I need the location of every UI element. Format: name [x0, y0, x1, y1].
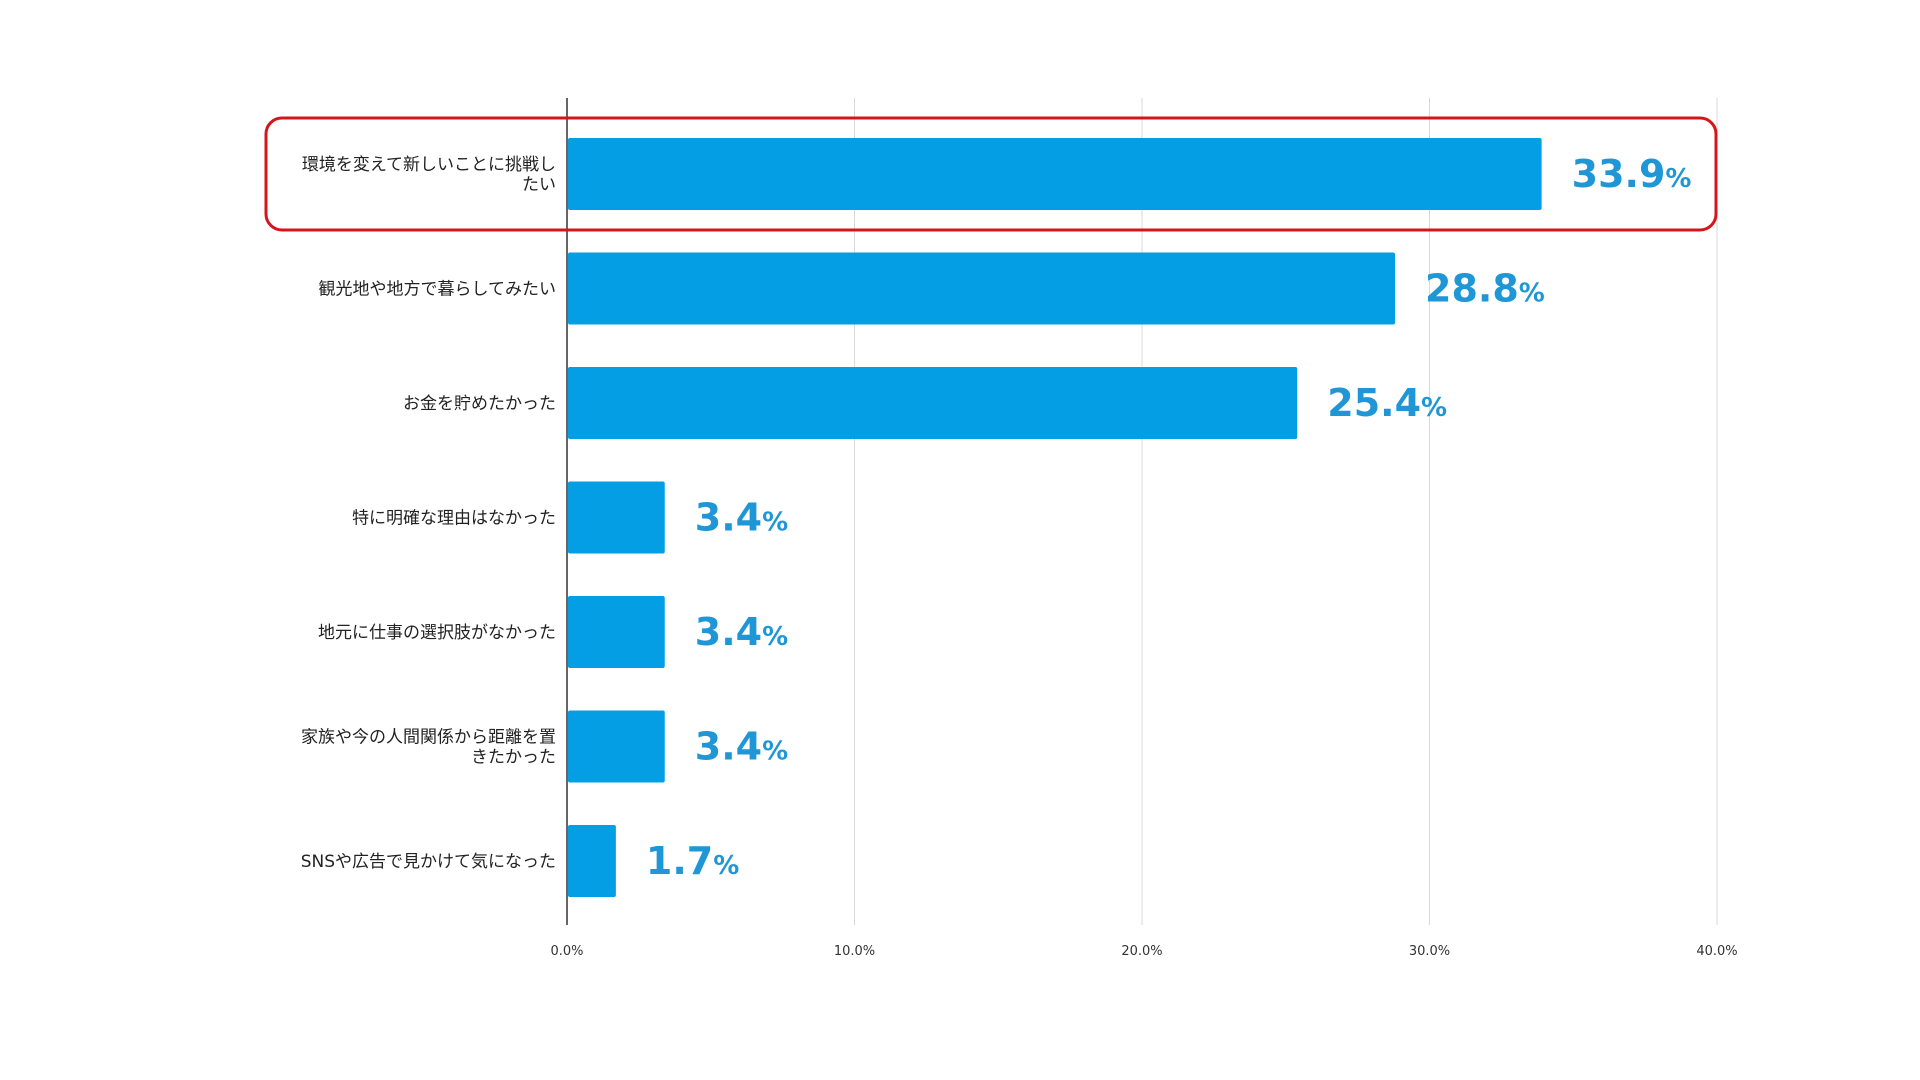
value-label-number: 25.4 — [1327, 381, 1421, 425]
bars — [568, 138, 1542, 897]
gridlines — [854, 98, 1718, 925]
labels: 0.0% 10.0% 20.0% 30.0% 40.0% 環境を変えて新しいことに挑戦した… — [301, 152, 1738, 959]
category-label: 観光地や地方で暮らしてみたい — [319, 280, 557, 300]
bar — [568, 825, 616, 897]
category-label: 家族や今の人間関係から距離を置 — [301, 728, 556, 748]
value-label-percent: % — [762, 508, 788, 538]
category-label: 特に明確な理由はなかった — [352, 509, 556, 529]
highlight-box — [264, 116, 1718, 232]
value-label: 28.8% — [1425, 267, 1545, 311]
bar — [568, 596, 665, 668]
category-label: 地元に仕事の選択肢がなかった — [318, 623, 556, 643]
category-label: 環境を変えて新しいことに挑戦し — [302, 155, 556, 175]
category-label: SNSや広告で見かけて気になった — [301, 852, 556, 872]
highlight — [264, 116, 1718, 232]
bar — [568, 138, 1542, 210]
value-label-percent: % — [762, 622, 788, 652]
value-label-percent: % — [1421, 393, 1447, 423]
x-tick-label: 40.0% — [1696, 944, 1737, 959]
value-label: 1.7% — [646, 839, 739, 883]
x-tick-label: 30.0% — [1409, 944, 1450, 959]
category-label: お金を貯めたかった — [403, 394, 556, 414]
bar — [568, 367, 1298, 439]
value-label-number: 3.4 — [695, 610, 762, 654]
bar — [568, 710, 665, 783]
value-label: 33.9% — [1572, 152, 1692, 196]
value-label-percent: % — [762, 737, 788, 767]
value-label-percent: % — [1665, 164, 1691, 194]
value-label: 3.4% — [695, 496, 788, 540]
bar — [568, 252, 1395, 325]
category-label: たい — [522, 175, 556, 195]
x-tick-label: 10.0% — [834, 944, 875, 959]
value-label: 25.4% — [1327, 381, 1447, 425]
bar — [568, 481, 665, 554]
category-label: きたかった — [471, 748, 556, 768]
value-label: 3.4% — [695, 725, 788, 769]
value-label-percent: % — [713, 851, 739, 881]
value-label-percent: % — [1519, 279, 1545, 309]
value-label-number: 33.9 — [1572, 152, 1666, 196]
value-label: 3.4% — [695, 610, 788, 654]
value-label-number: 1.7 — [646, 839, 713, 883]
x-tick-label: 20.0% — [1121, 944, 1162, 959]
x-tick-label: 0.0% — [550, 944, 583, 959]
value-label-number: 3.4 — [695, 496, 762, 540]
value-label-number: 28.8 — [1425, 267, 1519, 311]
value-label-number: 3.4 — [695, 725, 762, 769]
